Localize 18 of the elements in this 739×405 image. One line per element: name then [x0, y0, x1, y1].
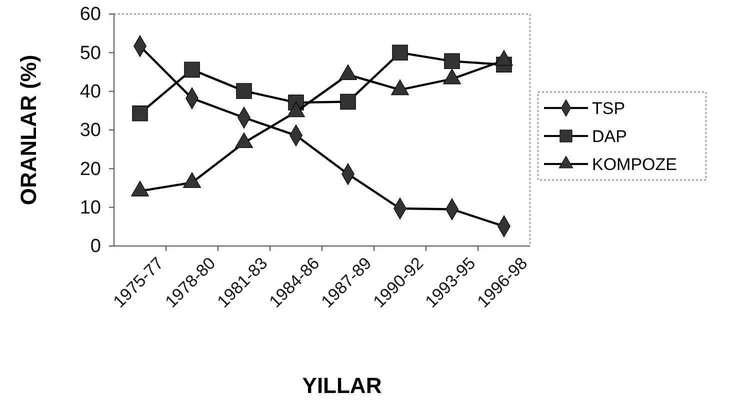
- y-tick-label: 40: [80, 81, 101, 102]
- y-tick-label: 30: [80, 120, 101, 142]
- point: [444, 53, 460, 70]
- legend-label: KOMPOZE: [592, 154, 678, 174]
- legend-label: TSP: [592, 98, 626, 118]
- point: [132, 105, 148, 122]
- y-tick-label: 0: [90, 236, 101, 258]
- point: [392, 44, 408, 61]
- point: [340, 94, 356, 110]
- point: [236, 83, 252, 99]
- y-tick-label: 20: [80, 158, 101, 180]
- y-tick-label: 60: [80, 4, 101, 26]
- point: [184, 62, 200, 78]
- x-axis-title: YILLAR: [302, 373, 382, 398]
- y-axis-title: ORANLAR (%): [16, 54, 41, 206]
- y-tick-label: 10: [80, 197, 101, 218]
- legend-label: DAP: [592, 126, 627, 146]
- y-tick-label: 50: [80, 42, 101, 64]
